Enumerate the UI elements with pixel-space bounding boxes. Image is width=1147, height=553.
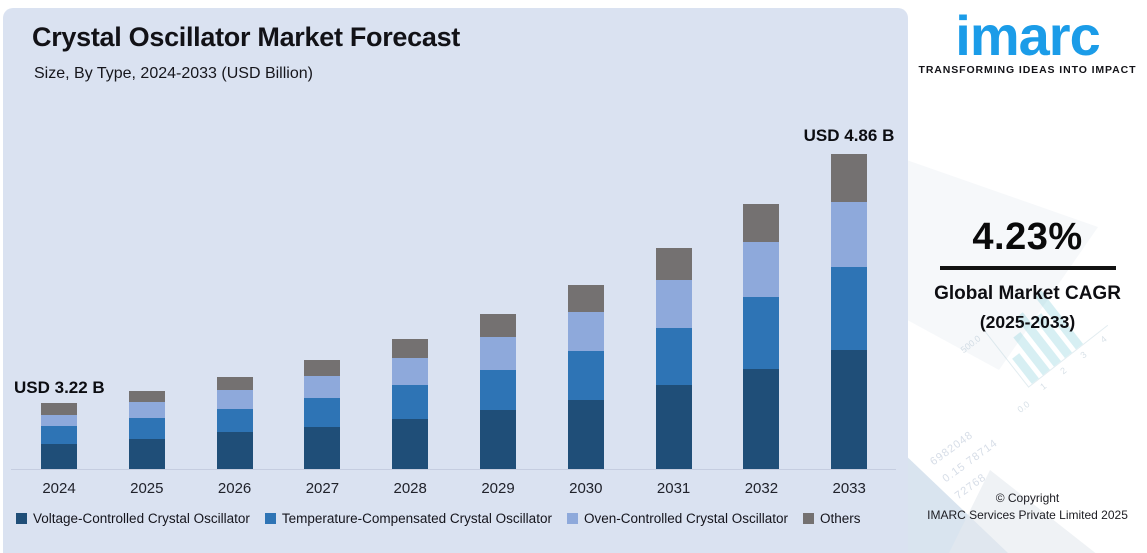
bar-segment xyxy=(216,390,253,409)
legend-item: Voltage-Controlled Crystal Oscillator xyxy=(16,511,250,526)
x-axis-label: 2033 xyxy=(832,480,866,497)
watermark-number: 0.15 78714 xyxy=(940,437,1001,485)
bar-segment xyxy=(392,339,429,358)
page-title: Crystal Oscillator Market Forecast xyxy=(32,22,460,52)
bar-segment xyxy=(480,314,516,337)
legend-item: Temperature-Compensated Crystal Oscillat… xyxy=(264,511,552,526)
bar-2027 xyxy=(304,360,341,469)
bar-2031 xyxy=(655,248,692,469)
x-axis-label: 2031 xyxy=(656,480,691,497)
x-axis-label: 2026 xyxy=(217,480,252,497)
bar-segment xyxy=(743,242,780,297)
legend-label: Temperature-Compensated Crystal Oscillat… xyxy=(281,511,552,526)
legend-label: Others xyxy=(820,511,861,526)
bar-2024 xyxy=(41,403,77,469)
bar-segment xyxy=(128,402,165,418)
bar-segment xyxy=(567,312,604,351)
bar-segment xyxy=(304,398,341,427)
bar-segment xyxy=(304,427,341,469)
x-axis-label: 2025 xyxy=(130,480,164,497)
legend-swatch xyxy=(16,513,27,524)
copyright-line1: © Copyright xyxy=(995,491,1060,505)
legend-label: Oven-Controlled Crystal Oscillator xyxy=(583,511,789,526)
bar-segment xyxy=(743,204,780,242)
watermark-wedge-blue xyxy=(908,448,1008,553)
legend-swatch xyxy=(264,513,276,524)
legend-swatch xyxy=(566,513,578,524)
bar-segment xyxy=(41,426,77,444)
bar-2030 xyxy=(567,285,604,469)
imarc-tagline: TRANSFORMING IDEAS INTO IMPACT xyxy=(918,64,1137,76)
bar-segment xyxy=(831,267,868,350)
chart-legend: Voltage-Controlled Crystal Oscillator Tem… xyxy=(16,511,904,526)
x-axis-label: 2027 xyxy=(305,480,340,497)
x-axis-label: 2024 xyxy=(42,480,76,497)
bar-segment xyxy=(304,376,341,398)
page-subtitle: Size, By Type, 2024-2033 (USD Billion) xyxy=(34,65,313,82)
brand-panel: 500.0 0.0 1 2 3 4 6982048 0.15 78714 72768… xyxy=(908,0,1147,553)
bar-segment xyxy=(655,280,692,328)
bar-segment xyxy=(128,439,165,469)
bar-segment xyxy=(128,391,165,402)
watermark-xticks: 1 2 3 4 xyxy=(1038,328,1116,392)
bar-segment xyxy=(304,360,341,376)
x-axis-label: 2030 xyxy=(569,480,603,497)
bar-2032 xyxy=(743,204,780,469)
bar-segment xyxy=(743,297,780,369)
legend-label: Voltage-Controlled Crystal Oscillator xyxy=(33,511,250,526)
bar-2026 xyxy=(216,377,253,469)
legend-item: Oven-Controlled Crystal Oscillator xyxy=(566,511,789,526)
watermark-number: 6982048 xyxy=(928,429,976,469)
x-axis-line xyxy=(11,469,896,470)
copyright: © Copyright IMARC Services Private Limit… xyxy=(908,490,1147,525)
bar-2028 xyxy=(392,339,429,469)
bar-2025 xyxy=(128,391,165,469)
bar-segment xyxy=(567,285,604,312)
bar-segment xyxy=(655,385,692,469)
cagr-period: (2025-2033) xyxy=(979,312,1076,332)
bar-segment xyxy=(392,419,429,469)
x-axis-label: 2028 xyxy=(393,480,427,497)
bar-segment xyxy=(743,369,780,469)
value-label-2024: USD 3.22 B xyxy=(14,378,105,397)
bar-segment xyxy=(480,337,516,370)
legend-item: Others xyxy=(803,511,861,526)
bar-segment xyxy=(216,377,253,390)
bar-segment xyxy=(41,403,77,415)
bar-segment xyxy=(480,370,516,410)
bar-segment xyxy=(480,410,516,469)
imarc-logo-text: imarc xyxy=(955,4,1100,67)
bar-2029 xyxy=(480,314,516,469)
chart-panel: Crystal Oscillator Market Forecast Size,… xyxy=(3,8,908,553)
bar-segment xyxy=(216,409,253,432)
copyright-line2: IMARC Services Private Limited 2025 xyxy=(927,508,1128,523)
bar-segment xyxy=(655,328,692,385)
bar-segment xyxy=(831,350,868,469)
imarc-logo: imarc TRANSFORMING IDEAS INTO IMPACT xyxy=(908,4,1147,77)
x-axis-label: 2032 xyxy=(744,480,779,497)
bar-segment xyxy=(41,415,77,426)
bar-2033 xyxy=(831,154,868,469)
bar-segment xyxy=(567,351,604,400)
value-label-2033: USD 4.86 B xyxy=(803,126,895,145)
bar-segment xyxy=(392,385,429,419)
cagr-value: 4.23% xyxy=(972,216,1083,258)
cagr-label: Global Market CAGR xyxy=(934,283,1121,304)
bar-segment xyxy=(392,358,429,385)
cagr-block: 4.23% Global Market CAGR (2025-2033) xyxy=(908,216,1147,333)
legend-swatch xyxy=(803,513,815,524)
bar-segment xyxy=(831,154,868,202)
bar-segment xyxy=(567,400,604,469)
divider xyxy=(939,266,1116,270)
watermark-ymin: 0.0 xyxy=(1015,399,1032,415)
bar-segment xyxy=(128,418,165,439)
bar-segment xyxy=(216,432,253,469)
watermark-ymax: 500.0 xyxy=(958,333,983,356)
bar-segment xyxy=(831,202,868,267)
bar-segment xyxy=(41,444,77,469)
bar-segment xyxy=(655,248,692,280)
x-axis-label: 2029 xyxy=(481,480,515,497)
